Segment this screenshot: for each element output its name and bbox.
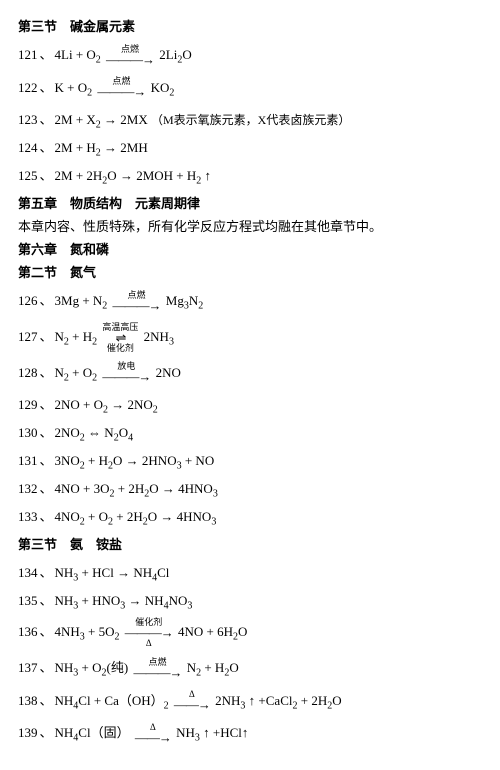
equation-136: 136、4NH3 + 5O2 催化剂———→Δ 4NO + 6H2O	[18, 618, 482, 648]
eq-number: 132	[18, 481, 38, 496]
eq-number: 129	[18, 397, 38, 412]
arrow-ignite-icon: 点燃———→	[133, 658, 181, 681]
eq-lhs: NH3 + O2(纯)	[55, 660, 129, 675]
equation-131: 131、3NO2 + H2O → 2HNO3 + NO	[18, 450, 482, 469]
eq-number: 138	[18, 693, 38, 708]
eq-rhs: Mg3N2	[166, 293, 203, 308]
arrow-delta-icon: Δ——→	[174, 690, 210, 713]
arrow-ignite-icon: 点燃———→	[113, 291, 161, 314]
equation-137: 137、NH3 + O2(纯) 点燃———→ N2 + H2O	[18, 657, 482, 681]
arrow-ignite-icon: 点燃———→	[97, 77, 145, 100]
eq-lhs: 4NO2 + O2 + 2H2O	[55, 509, 158, 524]
eq-note: （M表示氧族元素，X代表卤族元素）	[151, 113, 350, 127]
eq-number: 130	[18, 425, 38, 440]
eq-number: 121	[18, 47, 38, 62]
eq-lhs: NH3 + HCl	[55, 565, 114, 580]
eq-rhs: NH4Cl	[133, 565, 169, 580]
eq-number: 124	[18, 140, 38, 155]
eq-lhs: N2 + H2	[55, 329, 98, 344]
chapter-6-section-3-title: 第三节 氨 铵盐	[18, 534, 482, 553]
eq-number: 127	[18, 329, 38, 344]
eq-number: 125	[18, 168, 38, 183]
eq-rhs: 2MX	[120, 112, 147, 127]
section-3-title: 第三节 碱金属元素	[18, 16, 482, 35]
equation-134: 134、NH3 + HCl → NH4Cl	[18, 562, 482, 581]
chapter-6-title: 第六章 氮和磷	[18, 239, 482, 258]
eq-number: 123	[18, 112, 38, 127]
eq-rhs: 4HNO3	[177, 509, 217, 524]
eq-lhs: NH3 + HNO3	[55, 593, 126, 608]
equation-127: 127、N2 + H2 高温高压⇌催化剂 2NH3	[18, 323, 482, 353]
eq-rhs: N2O4	[104, 425, 133, 440]
eq-rhs: 2MOH + H2 ↑	[136, 168, 211, 183]
eq-rhs: NH3 ↑ +HCl↑	[176, 725, 248, 740]
eq-lhs: 3NO2 + H2O	[55, 453, 123, 468]
eq-lhs: NH4Cl + Ca（OH）2	[55, 693, 169, 708]
eq-lhs: 2M + H2	[55, 140, 101, 155]
eq-lhs: 4NH3 + 5O2	[55, 624, 120, 639]
eq-number: 137	[18, 660, 38, 675]
eq-number: 131	[18, 453, 38, 468]
eq-rhs: 2Li2O	[159, 47, 191, 62]
eq-lhs: 3Mg + N2	[55, 293, 108, 308]
chapter-5-title: 第五章 物质结构 元素周期律	[18, 193, 482, 212]
equation-135: 135、NH3 + HNO3 → NH4NO3	[18, 590, 482, 609]
eq-lhs: N2 + O2	[55, 365, 98, 380]
eq-lhs: 2M + 2H2O	[55, 168, 117, 183]
eq-rhs: 4HNO3	[178, 481, 218, 496]
eq-lhs: 2NO + O2	[55, 397, 109, 412]
eq-rhs: 2MH	[120, 140, 147, 155]
equation-138: 138、NH4Cl + Ca（OH）2 Δ——→ 2NH3 ↑ +CaCl2 +…	[18, 690, 482, 714]
eq-rhs: 2NH3	[144, 329, 174, 344]
arrow-delta-icon: Δ——→	[135, 723, 171, 746]
arrow-ignite-icon: 点燃———→	[106, 45, 154, 68]
equation-139: 139、NH4Cl（固） Δ——→ NH3 ↑ +HCl↑	[18, 722, 482, 746]
eq-rhs: 4NO + 6H2O	[178, 624, 247, 639]
eq-number: 134	[18, 565, 38, 580]
eq-lhs: 2M + X2	[55, 112, 101, 127]
eq-rhs: KO2	[151, 80, 175, 95]
eq-number: 126	[18, 293, 38, 308]
eq-lhs: 2NO2	[55, 425, 85, 440]
arrow-catalyst-icon: 催化剂———→Δ	[125, 618, 173, 648]
eq-lhs: 4NO + 3O2 + 2H2O	[55, 481, 159, 496]
eq-lhs: NH4Cl（固）	[55, 725, 130, 740]
eq-number: 139	[18, 725, 38, 740]
eq-number: 135	[18, 593, 38, 608]
arrow-equilibrium-icon: 高温高压⇌催化剂	[102, 323, 138, 353]
chapter-5-note: 本章内容、性质特殊，所有化学反应方程式均融在其他章节中。	[18, 216, 482, 235]
equation-128: 128、N2 + O2 放电———→ 2NO	[18, 362, 482, 386]
equation-132: 132、4NO + 3O2 + 2H2O → 4HNO3	[18, 478, 482, 497]
eq-rhs: NH4NO3	[145, 593, 193, 608]
equation-121: 121、4Li + O2 点燃———→ 2Li2O	[18, 44, 482, 68]
equation-130: 130、2NO2 ⇔ N2O4	[18, 422, 482, 441]
eq-rhs: N2 + H2O	[187, 660, 239, 675]
arrow-discharge-icon: 放电———→	[102, 362, 150, 385]
equation-122: 122、K + O2 点燃———→ KO2	[18, 77, 482, 101]
equation-129: 129、2NO + O2 → 2NO2	[18, 394, 482, 413]
eq-number: 133	[18, 509, 38, 524]
equation-123: 123、2M + X2 → 2MX （M表示氧族元素，X代表卤族元素）	[18, 109, 482, 128]
equation-133: 133、4NO2 + O2 + 2H2O → 4HNO3	[18, 506, 482, 525]
eq-number: 128	[18, 365, 38, 380]
eq-lhs: 4Li + O2	[55, 47, 101, 62]
chapter-6-section-2-title: 第二节 氮气	[18, 262, 482, 281]
eq-rhs: 2NO	[156, 365, 181, 380]
eq-rhs: 2NO2	[128, 397, 158, 412]
eq-lhs: K + O2	[55, 80, 93, 95]
equation-124: 124、2M + H2 → 2MH	[18, 137, 482, 156]
eq-rhs: 2HNO3 + NO	[142, 453, 214, 468]
equation-126: 126、3Mg + N2 点燃———→ Mg3N2	[18, 290, 482, 314]
eq-number: 136	[18, 624, 38, 639]
equation-125: 125、2M + 2H2O → 2MOH + H2 ↑	[18, 165, 482, 184]
eq-rhs: 2NH3 ↑ +CaCl2 + 2H2O	[215, 693, 341, 708]
eq-number: 122	[18, 80, 38, 95]
